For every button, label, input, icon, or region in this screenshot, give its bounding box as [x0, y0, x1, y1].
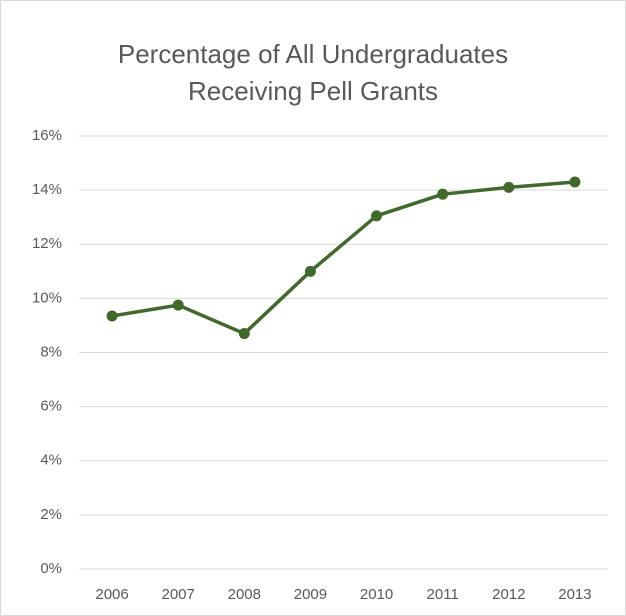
x-tick-label: 2007	[162, 586, 195, 603]
data-point	[238, 328, 250, 340]
x-tick-label: 2013	[558, 586, 591, 603]
data-point	[304, 265, 316, 277]
y-tick-label: 10%	[32, 289, 62, 306]
chart-title: Percentage of All Undergraduates Receivi…	[117, 39, 509, 106]
data-point	[503, 181, 515, 193]
x-tick-label: 2010	[360, 586, 393, 603]
y-tick-label: 14%	[32, 181, 62, 198]
x-tick-label: 2011	[427, 586, 459, 603]
y-tick-label: 0%	[40, 560, 62, 577]
data-point	[437, 188, 449, 200]
x-tick-label: 2012	[492, 586, 525, 603]
data-point	[172, 299, 184, 311]
data-point	[371, 210, 383, 222]
y-tick-label: 12%	[32, 235, 62, 252]
y-tick-label: 4%	[40, 452, 62, 469]
x-tick-label: 2008	[228, 586, 261, 603]
y-tick-label: 6%	[40, 398, 62, 415]
x-tick-label: 2009	[294, 586, 327, 603]
data-line	[111, 180, 576, 336]
data-point	[569, 176, 581, 188]
y-tick-label: 2%	[40, 506, 62, 523]
data-point	[106, 310, 118, 322]
y-tick-label: 8%	[40, 343, 62, 360]
y-tick-label: 16%	[32, 127, 62, 144]
x-tick-label: 2006	[95, 586, 128, 603]
